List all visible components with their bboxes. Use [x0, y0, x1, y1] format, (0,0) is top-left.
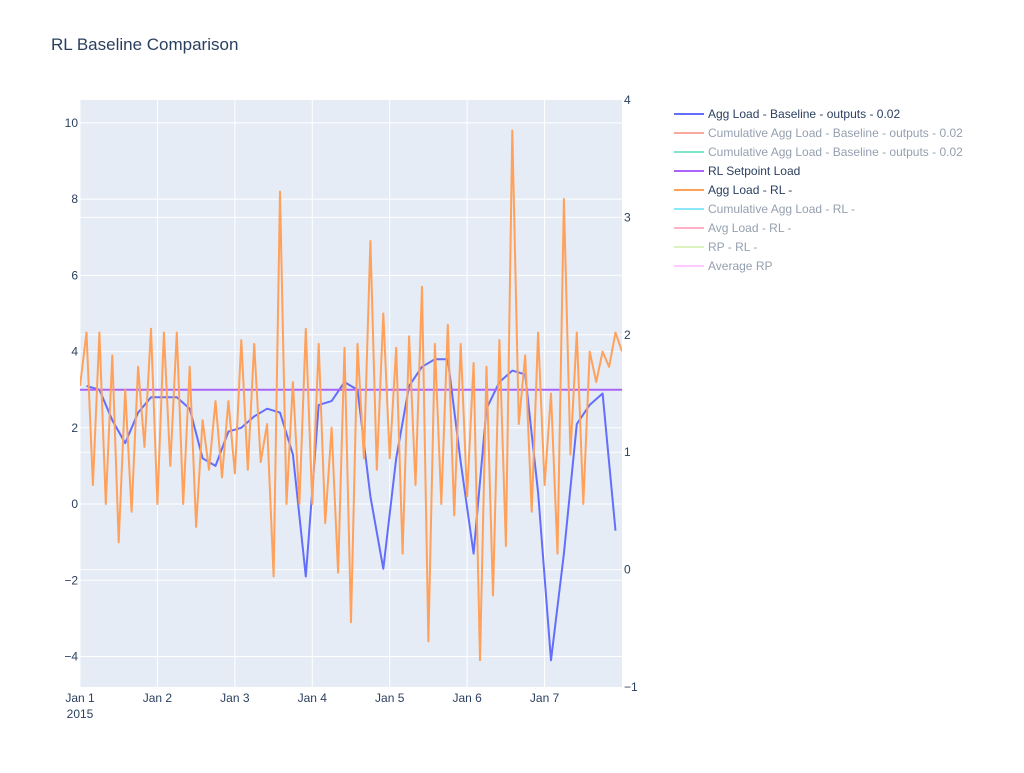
legend-label: Cumulative Agg Load - RL -: [708, 202, 855, 216]
x-tick-label: Jan 1: [65, 691, 95, 705]
chart-title: RL Baseline Comparison: [51, 35, 238, 54]
y-left-tick-label: 8: [71, 192, 78, 206]
x-tick-label: Jan 2: [143, 691, 173, 705]
x-tick-label: Jan 7: [530, 691, 560, 705]
legend-label: Cumulative Agg Load - Baseline - outputs…: [708, 126, 963, 140]
legend-label: Average RP: [708, 259, 772, 273]
legend-label: RP - RL -: [708, 240, 757, 254]
legend[interactable]: Agg Load - Baseline - outputs - 0.02 Cumu…: [674, 107, 963, 273]
x-tick-label: Jan 4: [298, 691, 328, 705]
x-tick-label: Jan 5: [375, 691, 405, 705]
y-right-tick-label: 3: [624, 210, 631, 224]
legend-item-7[interactable]: RP - RL -: [674, 240, 757, 254]
legend-label: Agg Load - RL -: [708, 183, 792, 197]
legend-item-3[interactable]: RL Setpoint Load: [674, 164, 800, 178]
x-year-label: 2015: [67, 707, 94, 721]
y-right-tick-label: 2: [624, 328, 631, 342]
y-left-tick-label: −4: [64, 650, 78, 664]
legend-item-2[interactable]: Cumulative Agg Load - Baseline - outputs…: [674, 145, 963, 159]
legend-label: RL Setpoint Load: [708, 164, 800, 178]
x-tick-label: Jan 3: [220, 691, 250, 705]
legend-item-0[interactable]: Agg Load - Baseline - outputs - 0.02: [674, 107, 900, 121]
legend-label: Cumulative Agg Load - Baseline - outputs…: [708, 145, 963, 159]
legend-item-8[interactable]: Average RP: [674, 259, 772, 273]
series-layer: [80, 129, 622, 662]
y-right-tick-label: −1: [624, 680, 638, 694]
y-right-tick-label: 1: [624, 445, 631, 459]
legend-item-1[interactable]: Cumulative Agg Load - Baseline - outputs…: [674, 126, 963, 140]
y-left-tick-label: 0: [71, 497, 78, 511]
y-left-tick-label: 4: [71, 345, 78, 359]
y-left-tick-label: 6: [71, 268, 78, 282]
y-left-tick-label: 2: [71, 421, 78, 435]
y-left-tick-label: 10: [65, 116, 79, 130]
y-right-tick-label: 4: [624, 93, 631, 107]
legend-item-4[interactable]: Agg Load - RL -: [674, 183, 792, 197]
legend-item-5[interactable]: Cumulative Agg Load - RL -: [674, 202, 855, 216]
x-tick-label: Jan 6: [452, 691, 482, 705]
series-line-4: [80, 129, 622, 662]
y-right-tick-label: 0: [624, 563, 631, 577]
legend-label: Agg Load - Baseline - outputs - 0.02: [708, 107, 900, 121]
legend-label: Avg Load - RL -: [708, 221, 791, 235]
y-left-tick-label: −2: [64, 573, 78, 587]
legend-item-6[interactable]: Avg Load - RL -: [674, 221, 791, 235]
